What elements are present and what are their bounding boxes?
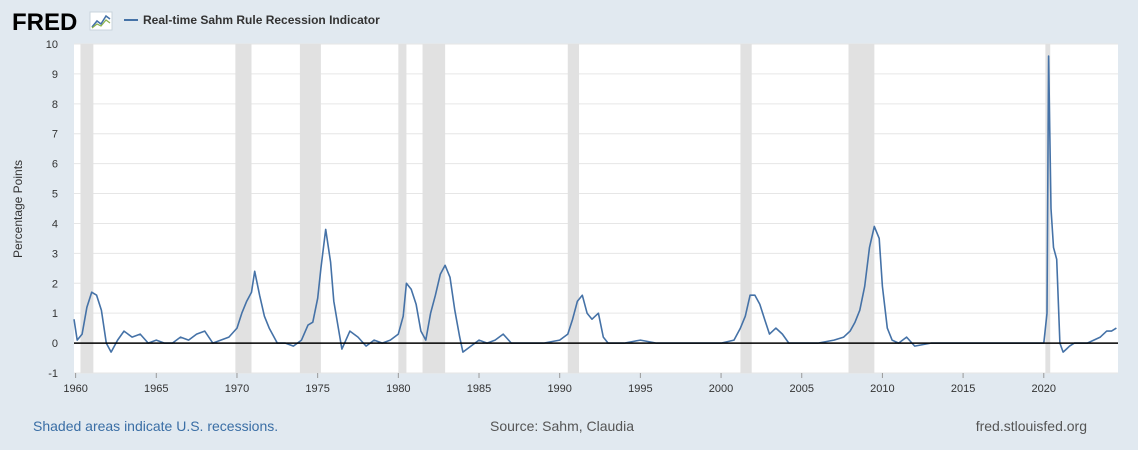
line-chart-icon [89,11,113,31]
series [73,55,1118,353]
x-tick-label: 1975 [305,383,329,395]
recession-bar [398,44,407,373]
y-tick-label: 6 [52,159,58,171]
x-tick-label: 2020 [1032,383,1056,395]
y-tick-label: -1 [48,368,58,380]
y-tick-label: 9 [52,69,58,81]
fred-url[interactable]: fred.stlouisfed.org [976,418,1087,434]
x-tick-label: 1980 [386,383,410,395]
logo-text: FRED [12,9,77,36]
y-tick-label: 4 [52,218,58,230]
recession-bar [80,44,94,373]
x-tick-label: 1960 [63,383,87,395]
y-axis-label: Percentage Points [11,160,25,258]
legend: Real-time Sahm Rule Recession Indicator [124,13,380,27]
y-tick-label: 1 [52,308,58,320]
y-tick-label: 5 [52,189,58,201]
y-tick-label: 3 [52,248,58,260]
x-tick-label: 1995 [628,383,652,395]
x-tick-label: 1985 [467,383,491,395]
x-tick-label: 2015 [951,383,975,395]
x-tick-label: 2005 [789,383,813,395]
y-tick-label: 7 [52,129,58,141]
recession-note[interactable]: Shaded areas indicate U.S. recessions. [33,418,278,434]
x-tick-label: 2000 [709,383,733,395]
recession-shading [80,44,1051,373]
source-text: Source: Sahm, Claudia [490,418,634,434]
fred-logo[interactable]: FRED [12,9,113,36]
recession-bar [422,44,446,373]
recession-bar [235,44,252,373]
x-tick-label: 1990 [547,383,571,395]
recession-bar [740,44,752,373]
x-tick-label: 2010 [870,383,894,395]
x-tick-label: 1970 [225,383,249,395]
y-tick-label: 0 [52,338,58,350]
y-axis-ticks: -1 0 1 2 3 4 5 6 7 8 9 10 [46,39,58,380]
recession-bar [567,44,580,373]
x-tick-label: 1965 [144,383,168,395]
plot-area [74,44,1118,373]
x-axis-ticks: 1960 1965 1970 1975 1980 1985 1990 1995 2000 2005… [63,373,1056,395]
recession-bar [299,44,321,373]
y-tick-label: 10 [46,39,58,51]
y-tick-label: 2 [52,278,58,290]
legend-label: Real-time Sahm Rule Recession Indicator [143,13,380,27]
y-tick-label: 8 [52,99,58,111]
recession-bar [848,44,875,373]
